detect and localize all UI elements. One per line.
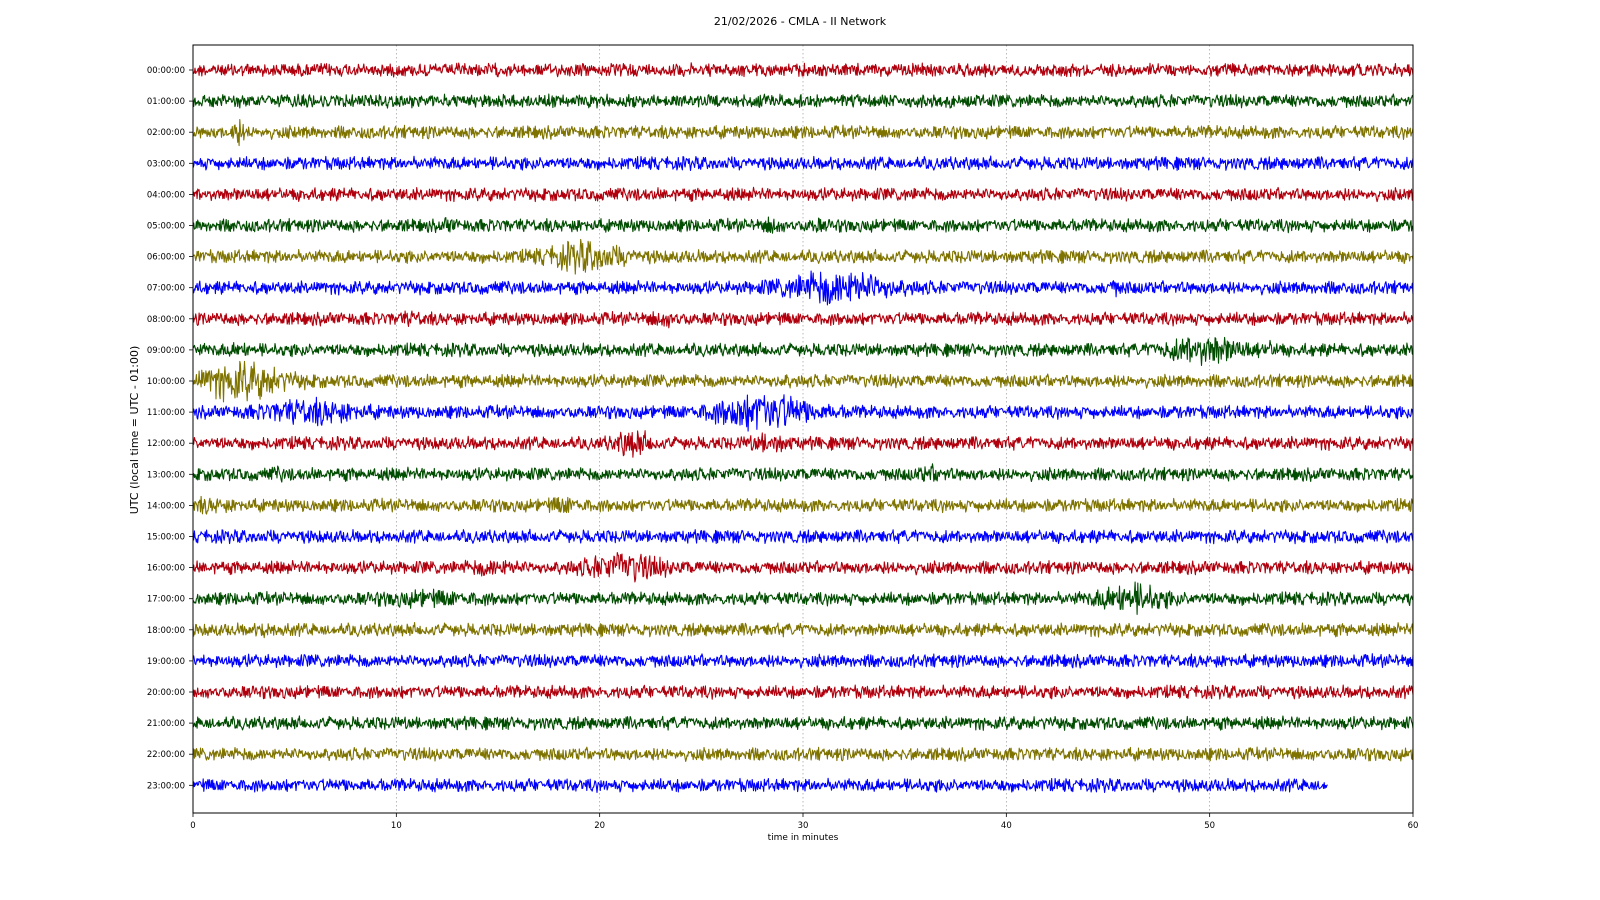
y-tick-label: 14:00:00 <box>147 501 185 511</box>
trace-row-15-00-00 <box>192 528 1414 545</box>
y-tick-label: 23:00:00 <box>147 781 185 791</box>
y-tick-label: 20:00:00 <box>147 688 185 698</box>
trace-row-23-00-00 <box>192 777 1328 794</box>
trace-row-09-00-00 <box>192 336 1414 367</box>
trace-row-20-00-00 <box>192 684 1414 700</box>
y-tick-label: 01:00:00 <box>147 97 185 107</box>
trace-row-07-00-00 <box>192 270 1414 306</box>
trace-row-18-00-00 <box>192 622 1414 639</box>
trace-row-02-00-00 <box>192 118 1414 147</box>
trace-row-03-00-00 <box>192 155 1414 171</box>
y-tick-label: 10:00:00 <box>147 377 185 387</box>
trace-row-10-00-00 <box>192 360 1414 403</box>
y-tick-label: 02:00:00 <box>147 128 185 138</box>
x-tick-label: 40 <box>1001 821 1012 831</box>
trace-row-01-00-00 <box>192 93 1414 109</box>
x-tick-label: 10 <box>391 821 402 831</box>
y-tick-label: 09:00:00 <box>147 346 185 356</box>
y-tick-label: 12:00:00 <box>147 439 185 449</box>
y-tick-label: 21:00:00 <box>147 719 185 729</box>
trace-row-17-00-00 <box>192 581 1414 615</box>
y-tick-label: 19:00:00 <box>147 657 185 667</box>
chart-title: 21/02/2026 - CMLA - II Network <box>714 15 887 28</box>
trace-row-22-00-00 <box>192 746 1414 762</box>
x-axis-label: time in minutes <box>768 833 839 843</box>
y-tick-label: 17:00:00 <box>147 595 185 605</box>
trace-row-11-00-00 <box>192 394 1414 432</box>
trace-row-13-00-00 <box>192 463 1414 483</box>
trace-row-19-00-00 <box>192 653 1414 669</box>
y-tick-label: 03:00:00 <box>147 159 185 169</box>
y-tick-label: 06:00:00 <box>147 253 185 263</box>
y-tick-label: 16:00:00 <box>147 564 185 574</box>
grid-layer <box>395 45 1211 813</box>
trace-row-16-00-00 <box>192 552 1414 583</box>
y-tick-label: 07:00:00 <box>147 284 185 294</box>
y-tick-label: 18:00:00 <box>147 626 185 636</box>
trace-row-06-00-00 <box>192 238 1414 275</box>
y-tick-label: 05:00:00 <box>147 222 185 232</box>
trace-row-12-00-00 <box>192 430 1414 458</box>
x-tick-labels: 0 10 20 30 40 50 60 <box>190 813 1418 831</box>
y-tick-labels: 00:00:00 01:00:00 02:00:00 03:00:00 04:00:00… <box>147 66 193 791</box>
y-axis-label: UTC (local time = UTC - 01:00) <box>128 346 141 515</box>
y-tick-label: 15:00:00 <box>147 533 185 543</box>
trace-row-00-00-00 <box>192 62 1414 78</box>
trace-row-04-00-00 <box>192 186 1414 203</box>
trace-row-14-00-00 <box>192 495 1414 515</box>
trace-layer <box>192 62 1414 794</box>
x-tick-label: 0 <box>190 821 195 831</box>
y-tick-label: 00:00:00 <box>147 66 185 76</box>
trace-row-08-00-00 <box>192 310 1414 329</box>
y-tick-label: 22:00:00 <box>147 750 185 760</box>
trace-row-21-00-00 <box>192 715 1414 731</box>
x-tick-label: 20 <box>594 821 605 831</box>
x-tick-label: 60 <box>1408 821 1419 831</box>
x-tick-label: 50 <box>1204 821 1215 831</box>
x-tick-label: 30 <box>798 821 809 831</box>
y-tick-label: 08:00:00 <box>147 315 185 325</box>
trace-row-05-00-00 <box>192 216 1414 234</box>
y-tick-label: 11:00:00 <box>147 408 185 418</box>
y-tick-label: 13:00:00 <box>147 470 185 480</box>
y-tick-label: 04:00:00 <box>147 190 185 200</box>
